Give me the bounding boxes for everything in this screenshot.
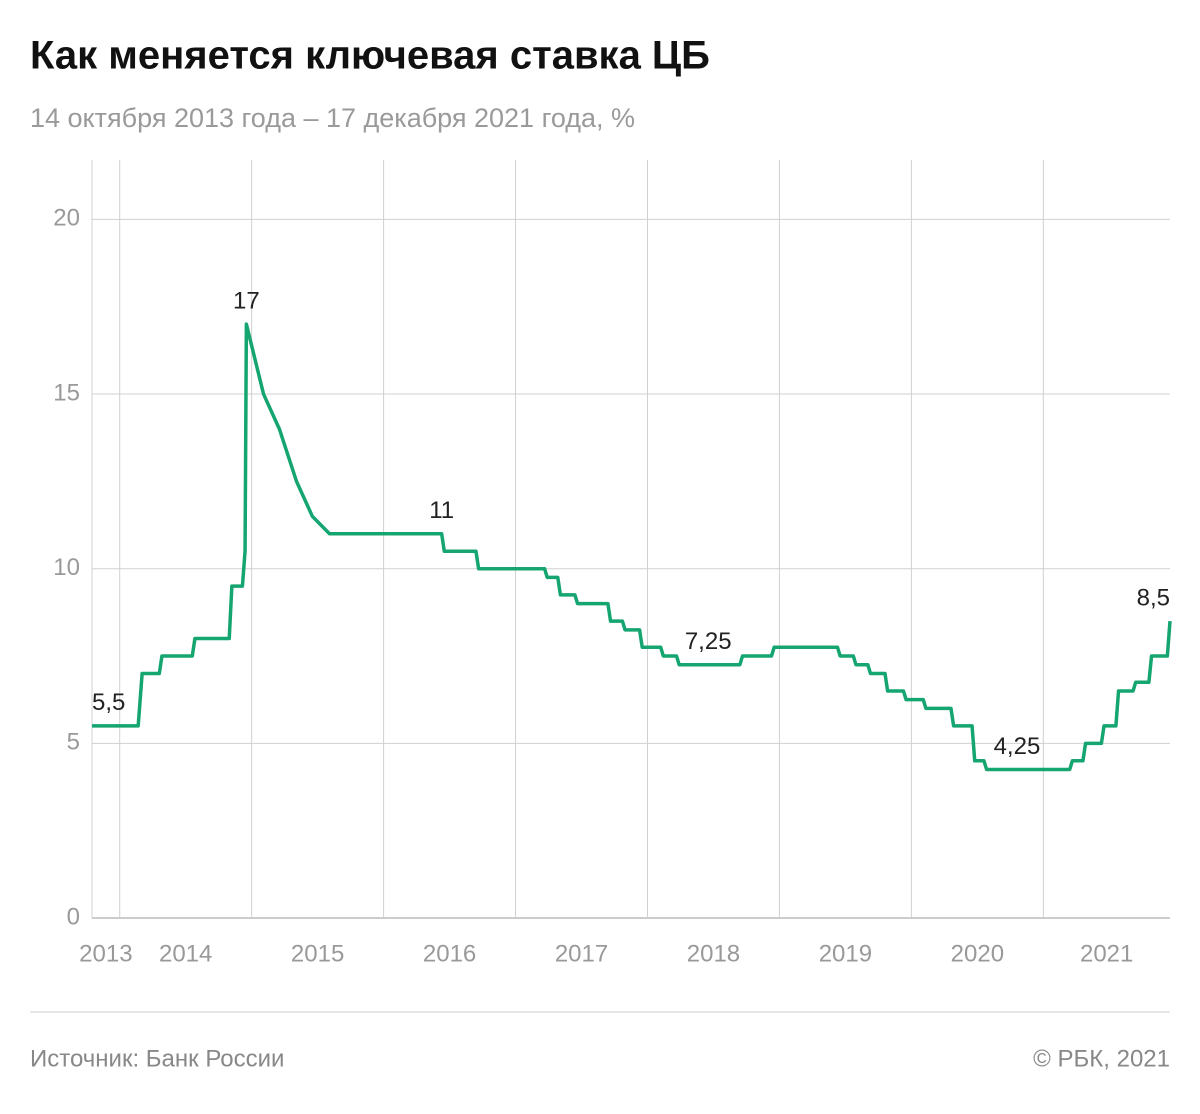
data-label: 5,5	[92, 689, 125, 716]
x-tick-label: 2020	[951, 940, 1004, 967]
data-label: 11	[429, 497, 454, 524]
x-tick-label: 2018	[687, 940, 740, 967]
source: Источник: Банк России	[30, 1045, 284, 1072]
data-label: 4,25	[994, 733, 1041, 760]
y-tick-label: 10	[53, 554, 80, 581]
y-tick-label: 5	[67, 729, 80, 756]
x-tick-label: 2017	[555, 940, 608, 967]
data-label: 8,5	[1137, 584, 1170, 611]
chart-title: Как меняется ключевая ставка ЦБ	[30, 34, 710, 78]
credit: © РБК, 2021	[1033, 1045, 1170, 1072]
y-tick-label: 0	[67, 903, 80, 930]
x-tick-label: 2014	[159, 940, 212, 967]
data-label: 7,25	[685, 628, 732, 655]
x-tick-label: 2015	[291, 940, 344, 967]
x-tick-label: 2021	[1080, 940, 1133, 967]
data-label: 17	[233, 288, 260, 315]
x-tick-label: 2019	[819, 940, 872, 967]
chart-subtitle: 14 октября 2013 года – 17 декабря 2021 г…	[30, 103, 635, 133]
line	[92, 322, 1172, 772]
y-tick-label: 20	[53, 205, 80, 232]
y-tick-label: 15	[53, 379, 80, 406]
x-tick-label: 2013	[79, 940, 132, 967]
x-tick-label: 2016	[423, 940, 476, 967]
